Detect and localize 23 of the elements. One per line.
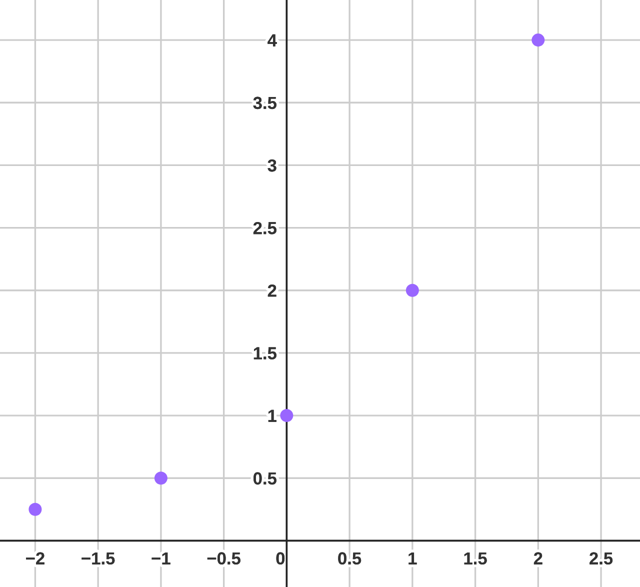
- x-tick-label: 1.5: [464, 552, 487, 565]
- point: [28, 502, 42, 516]
- x-tick-label: −0.5: [207, 552, 240, 565]
- x-tick-label: −1.5: [82, 552, 115, 565]
- x-tick-label: −1: [152, 552, 170, 564]
- point: [280, 409, 294, 422]
- y-tick-label: 3.5: [253, 96, 276, 110]
- x-tick-label: 2.5: [590, 552, 613, 565]
- x-tick-label: 1: [408, 552, 417, 564]
- y-tick-label: 1: [268, 410, 276, 422]
- point: [406, 284, 419, 297]
- x-tick-label: 0: [276, 552, 285, 565]
- x-tick-label: 0.5: [338, 552, 362, 565]
- y-tick-label: 2.5: [253, 222, 276, 234]
- point: [532, 34, 545, 47]
- y-tick-label: 4: [268, 34, 277, 46]
- x-tick-label: −2: [26, 552, 44, 564]
- y-tick-label: 2: [268, 284, 276, 297]
- x-tick-label: 2: [534, 552, 542, 564]
- y-tick-label: 0.5: [254, 472, 276, 485]
- y-tick-label: 3: [268, 159, 276, 172]
- y-tick-label: 1.5: [254, 347, 276, 360]
- point: [154, 472, 168, 485]
